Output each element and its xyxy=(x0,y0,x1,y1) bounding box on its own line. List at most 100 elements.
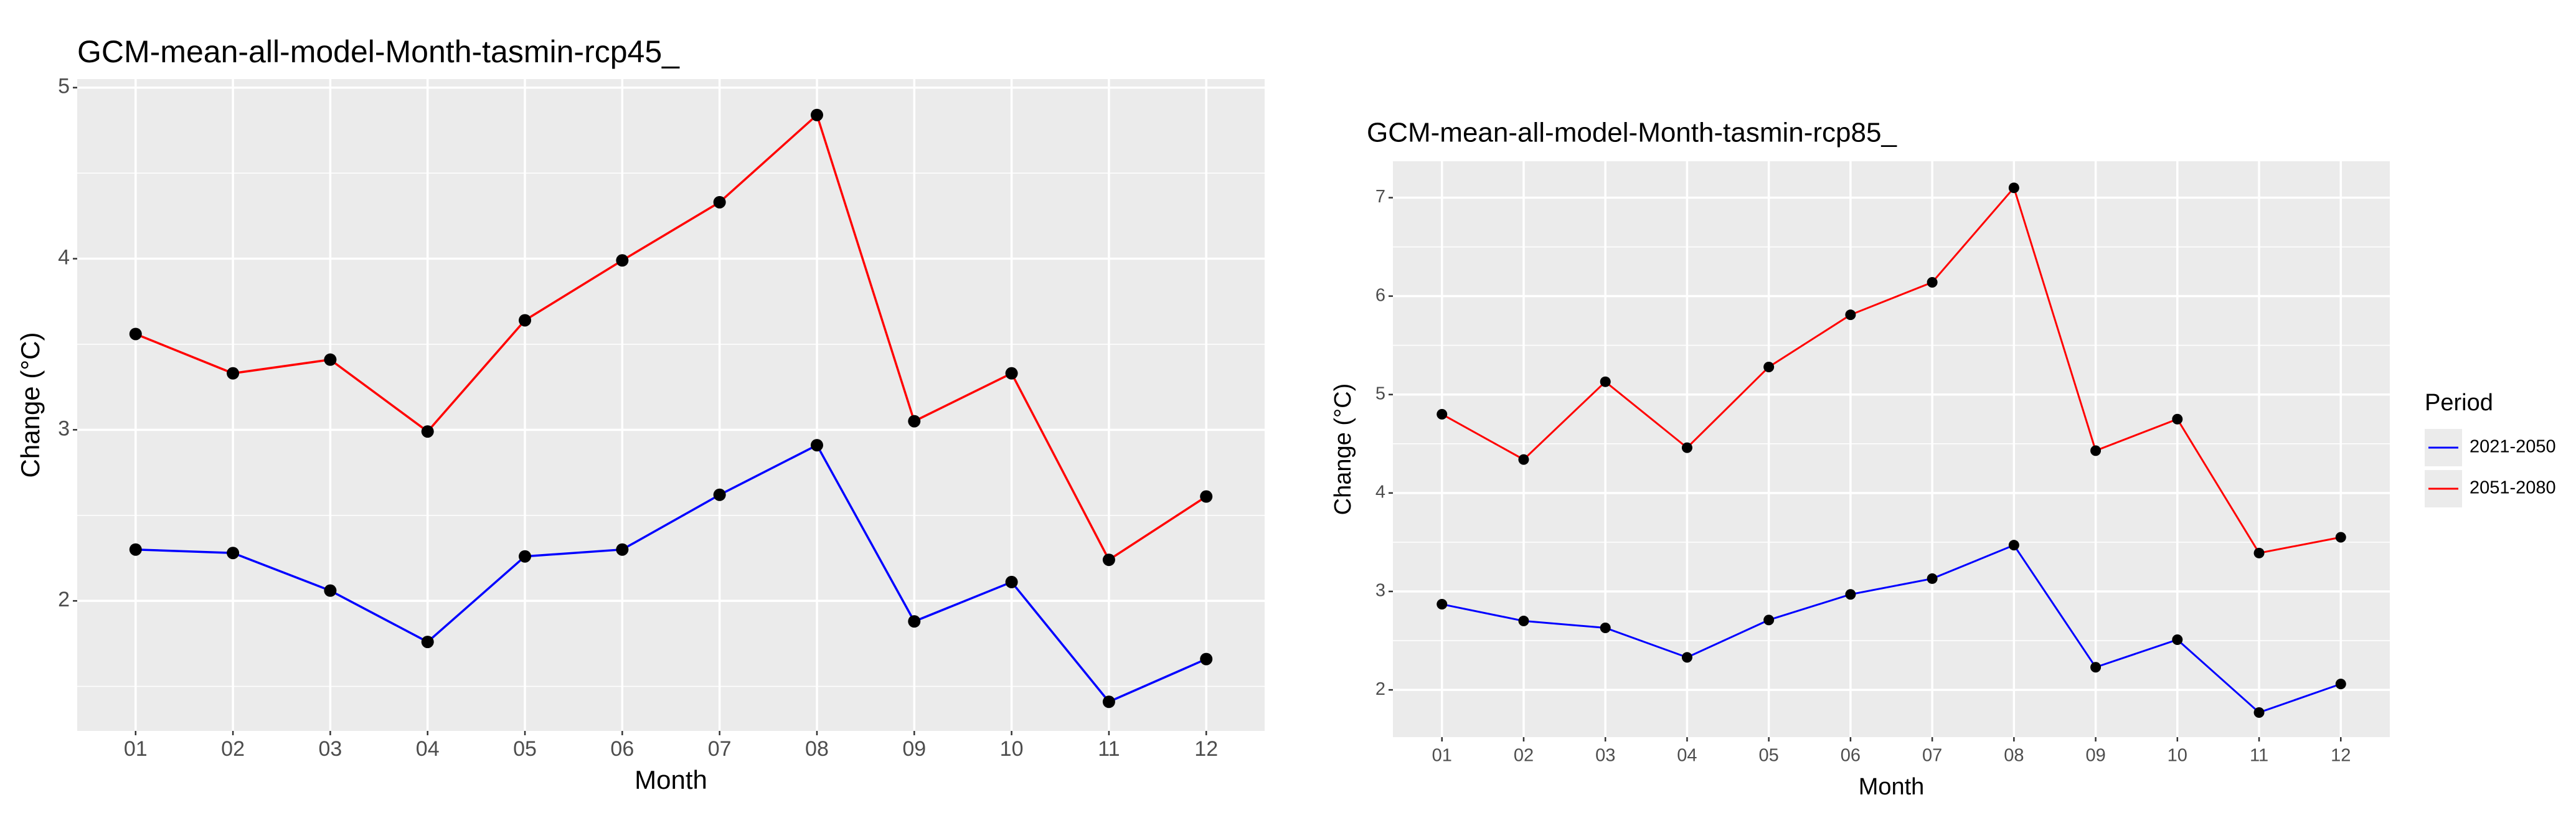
data-point xyxy=(2172,413,2183,425)
legend-title: Period xyxy=(2425,390,2493,416)
series-line xyxy=(1441,544,2341,714)
data-point xyxy=(129,543,142,556)
data-point xyxy=(519,314,532,327)
x-tick-label: 09 xyxy=(902,737,926,761)
y-tick-label: 3 xyxy=(1375,581,1385,601)
y-tick-label: 4 xyxy=(1375,482,1385,502)
data-point xyxy=(2172,634,2183,645)
data-point xyxy=(519,550,532,563)
data-point xyxy=(1437,408,1448,420)
y-tick-label: 4 xyxy=(58,246,70,270)
data-point xyxy=(1200,652,1213,666)
series-line xyxy=(135,443,1207,704)
x-tick-label: 07 xyxy=(708,737,732,761)
data-point xyxy=(2335,532,2346,543)
data-point xyxy=(227,547,240,560)
chart-title: GCM-mean-all-model-Month-tasmin-rcp85_ xyxy=(1367,118,1897,148)
y-tick-label: 2 xyxy=(58,588,70,611)
data-point xyxy=(2335,679,2346,690)
x-tick-label: 02 xyxy=(221,737,245,761)
x-tick-label: 08 xyxy=(2004,746,2024,766)
y-tick-label: 6 xyxy=(1375,285,1385,305)
y-axis-label: Change (°C) xyxy=(1330,384,1356,515)
x-tick-label: 07 xyxy=(1922,746,1942,766)
data-point xyxy=(1600,622,1611,633)
data-point xyxy=(1845,309,1856,321)
y-axis-label: Change (°C) xyxy=(16,332,45,478)
legend-label: 2021-2050 xyxy=(2470,437,2556,457)
data-point xyxy=(1200,490,1213,503)
data-point xyxy=(1102,695,1115,708)
data-point xyxy=(810,108,823,121)
data-point xyxy=(421,425,434,438)
data-point xyxy=(1102,553,1115,567)
x-tick-label: 03 xyxy=(1595,746,1615,766)
data-point xyxy=(908,415,921,428)
x-tick-label: 05 xyxy=(1759,746,1779,766)
x-tick-label: 01 xyxy=(1432,746,1452,766)
data-point xyxy=(713,488,726,501)
x-tick-label: 05 xyxy=(513,737,537,761)
data-point xyxy=(1681,652,1692,663)
x-tick-label: 04 xyxy=(416,737,440,761)
x-tick-label: 10 xyxy=(2168,746,2187,766)
data-point xyxy=(1927,573,1938,584)
data-point xyxy=(1763,361,1775,372)
data-point xyxy=(421,636,434,649)
x-tick-label: 06 xyxy=(610,737,634,761)
data-point xyxy=(1437,599,1448,610)
data-point xyxy=(2090,445,2102,456)
data-point xyxy=(129,327,142,341)
y-tick-label: 7 xyxy=(1375,187,1385,207)
chart-title: GCM-mean-all-model-Month-tasmin-rcp45_ xyxy=(77,34,680,69)
x-tick-label: 10 xyxy=(1000,737,1024,761)
x-tick-label: 12 xyxy=(2331,746,2351,766)
x-tick-label: 04 xyxy=(1677,746,1697,766)
x-tick-label: 09 xyxy=(2085,746,2105,766)
x-axis-label: Month xyxy=(635,765,707,794)
series-line xyxy=(135,113,1207,562)
y-tick-label: 5 xyxy=(1375,384,1385,403)
x-tick-label: 08 xyxy=(805,737,829,761)
data-point xyxy=(713,195,726,209)
data-point xyxy=(2090,662,2102,673)
x-axis-label: Month xyxy=(1859,774,1925,800)
data-point xyxy=(2253,707,2265,718)
data-point xyxy=(1518,454,1529,465)
y-tick-label: 3 xyxy=(58,416,70,440)
y-tick-label: 2 xyxy=(1375,679,1385,699)
data-point xyxy=(324,353,337,366)
series-line xyxy=(1441,186,2341,554)
data-point xyxy=(908,615,921,628)
chart: 2 3 4 5 01 02 03 04 05 06 07 08 09 10 11 12 GCM-mean-all… xyxy=(16,34,1265,794)
data-point xyxy=(324,584,337,597)
x-tick-label: 11 xyxy=(1098,737,1120,761)
x-tick-label: 01 xyxy=(124,737,148,761)
chart: 2 3 4 5 6 7 01 02 03 04 05 06 07 08 09 10 11 12 GCM-mean-a… xyxy=(1330,118,2556,800)
x-tick-label: 03 xyxy=(318,737,342,761)
x-tick-label: 12 xyxy=(1194,737,1218,761)
data-point xyxy=(1927,276,1938,288)
x-tick-label: 06 xyxy=(1841,746,1861,766)
x-tick-label: 11 xyxy=(2250,746,2268,766)
data-point xyxy=(2253,547,2265,558)
panel-background xyxy=(1393,161,2390,737)
panel-background xyxy=(77,79,1265,731)
data-point xyxy=(227,367,240,380)
data-point xyxy=(616,254,629,267)
data-point xyxy=(2008,182,2019,194)
data-point xyxy=(2008,540,2019,551)
legend-label: 2051-2080 xyxy=(2470,478,2556,498)
data-point xyxy=(810,439,823,452)
data-point xyxy=(1681,442,1692,453)
data-point xyxy=(1763,614,1775,626)
data-point xyxy=(1005,367,1018,380)
y-tick-label: 5 xyxy=(58,75,70,98)
data-point xyxy=(1518,615,1529,626)
data-point xyxy=(616,543,629,556)
data-point xyxy=(1845,589,1856,600)
data-point xyxy=(1600,376,1611,387)
x-tick-label: 02 xyxy=(1514,746,1534,766)
